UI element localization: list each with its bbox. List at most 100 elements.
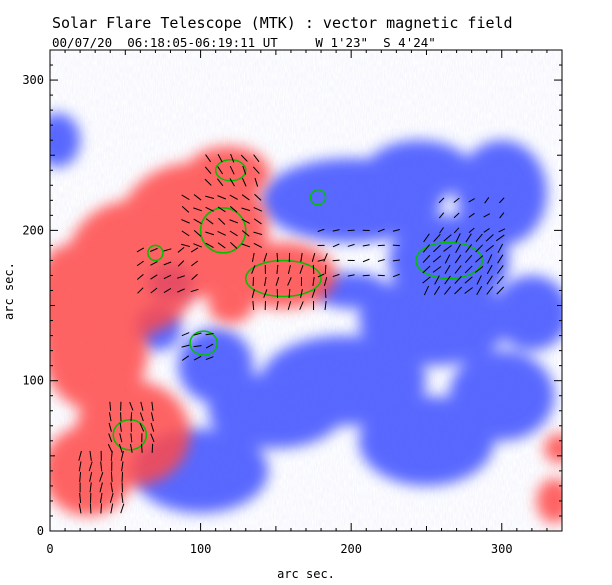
- vector-32: [129, 443, 133, 453]
- vector-137: [300, 252, 303, 262]
- vector-66: [229, 230, 238, 237]
- vector-175: [455, 243, 462, 253]
- vector-206: [177, 247, 185, 253]
- vector-5: [79, 492, 82, 503]
- vector-95: [204, 166, 212, 175]
- vector-161: [474, 265, 484, 273]
- vector-192: [190, 288, 199, 293]
- vector-56: [193, 243, 202, 248]
- vector-146: [486, 286, 494, 295]
- y-axis-label: arc sec.: [2, 262, 16, 320]
- vector-126: [251, 265, 256, 274]
- vector-179: [497, 243, 504, 254]
- vector-41: [119, 422, 122, 432]
- vector-118: [324, 288, 327, 299]
- vector-180: [423, 233, 430, 243]
- vector-60: [241, 243, 251, 248]
- vector-129: [287, 264, 291, 274]
- vector-222: [392, 273, 400, 278]
- vector-53: [140, 401, 144, 411]
- vector-7: [99, 492, 103, 503]
- vector-88: [241, 194, 250, 201]
- vector-163: [496, 265, 504, 274]
- vector-134: [263, 252, 268, 262]
- vector-94: [254, 177, 259, 187]
- vector-170: [487, 254, 493, 264]
- vector-70: [193, 218, 202, 225]
- vector-228: [392, 259, 400, 262]
- vector-103: [240, 154, 248, 162]
- vector-223: [317, 259, 325, 262]
- vector-55: [181, 243, 191, 248]
- vector-40: [108, 422, 112, 432]
- vector-172: [422, 244, 431, 253]
- vector-162: [486, 264, 493, 275]
- vector-249: [483, 213, 491, 218]
- vector-105: [252, 301, 255, 311]
- vector-8: [109, 492, 114, 503]
- vector-188: [137, 287, 144, 294]
- vector-37: [130, 433, 133, 443]
- vector-115: [288, 288, 291, 299]
- vector-31: [118, 443, 123, 453]
- positive-region-8: [208, 287, 254, 324]
- vector-219: [347, 274, 355, 277]
- vector-155: [496, 275, 504, 285]
- vector-91: [217, 178, 224, 187]
- vector-65: [217, 231, 226, 236]
- vector-159: [454, 265, 462, 274]
- vector-116: [300, 289, 303, 299]
- vector-85: [205, 195, 215, 199]
- vector-250: [499, 212, 505, 219]
- vector-43: [139, 422, 145, 432]
- vector-89: [254, 193, 262, 201]
- vector-28: [110, 450, 113, 461]
- vector-63: [193, 230, 202, 237]
- vector-210: [205, 356, 214, 361]
- vector-128: [276, 264, 279, 274]
- contour-0: [214, 158, 247, 182]
- vector-62: [181, 230, 190, 237]
- negative-polarity-regions: [50, 113, 562, 513]
- vector-102: [230, 153, 235, 163]
- y-tick-label: 300: [22, 73, 44, 87]
- vector-158: [444, 264, 451, 274]
- vector-77: [193, 207, 202, 212]
- vector-140: [423, 285, 430, 296]
- vector-218: [332, 273, 340, 278]
- vector-83: [181, 194, 190, 201]
- vector-81: [241, 207, 251, 212]
- vector-243: [468, 227, 475, 234]
- y-tick-label: 200: [22, 223, 44, 237]
- vector-97: [229, 165, 235, 175]
- vector-52: [129, 401, 134, 411]
- x-axis-label: arc sec.: [277, 567, 335, 581]
- vector-76: [181, 205, 190, 213]
- vector-207: [190, 247, 199, 253]
- vector-135: [276, 252, 279, 262]
- vector-21: [88, 461, 93, 472]
- vector-199: [150, 261, 158, 266]
- vector-173: [433, 244, 441, 253]
- vector-254: [484, 197, 490, 204]
- vector-75: [253, 218, 262, 225]
- vector-48: [139, 412, 144, 422]
- vector-142: [444, 286, 452, 295]
- positive-region-6: [50, 425, 133, 516]
- vector-178: [485, 244, 494, 252]
- vector-90: [204, 178, 212, 186]
- vector-82: [253, 207, 263, 212]
- vector-1: [89, 503, 92, 514]
- vector-35: [108, 433, 113, 443]
- vector-61: [253, 242, 263, 248]
- vector-74: [241, 218, 250, 224]
- vector-246: [438, 212, 445, 219]
- vector-2: [100, 503, 103, 514]
- vector-252: [453, 197, 460, 203]
- vector-107: [276, 301, 279, 311]
- vector-154: [486, 275, 493, 285]
- vector-168: [464, 254, 473, 264]
- vector-50: [109, 401, 112, 411]
- vector-231: [347, 243, 355, 247]
